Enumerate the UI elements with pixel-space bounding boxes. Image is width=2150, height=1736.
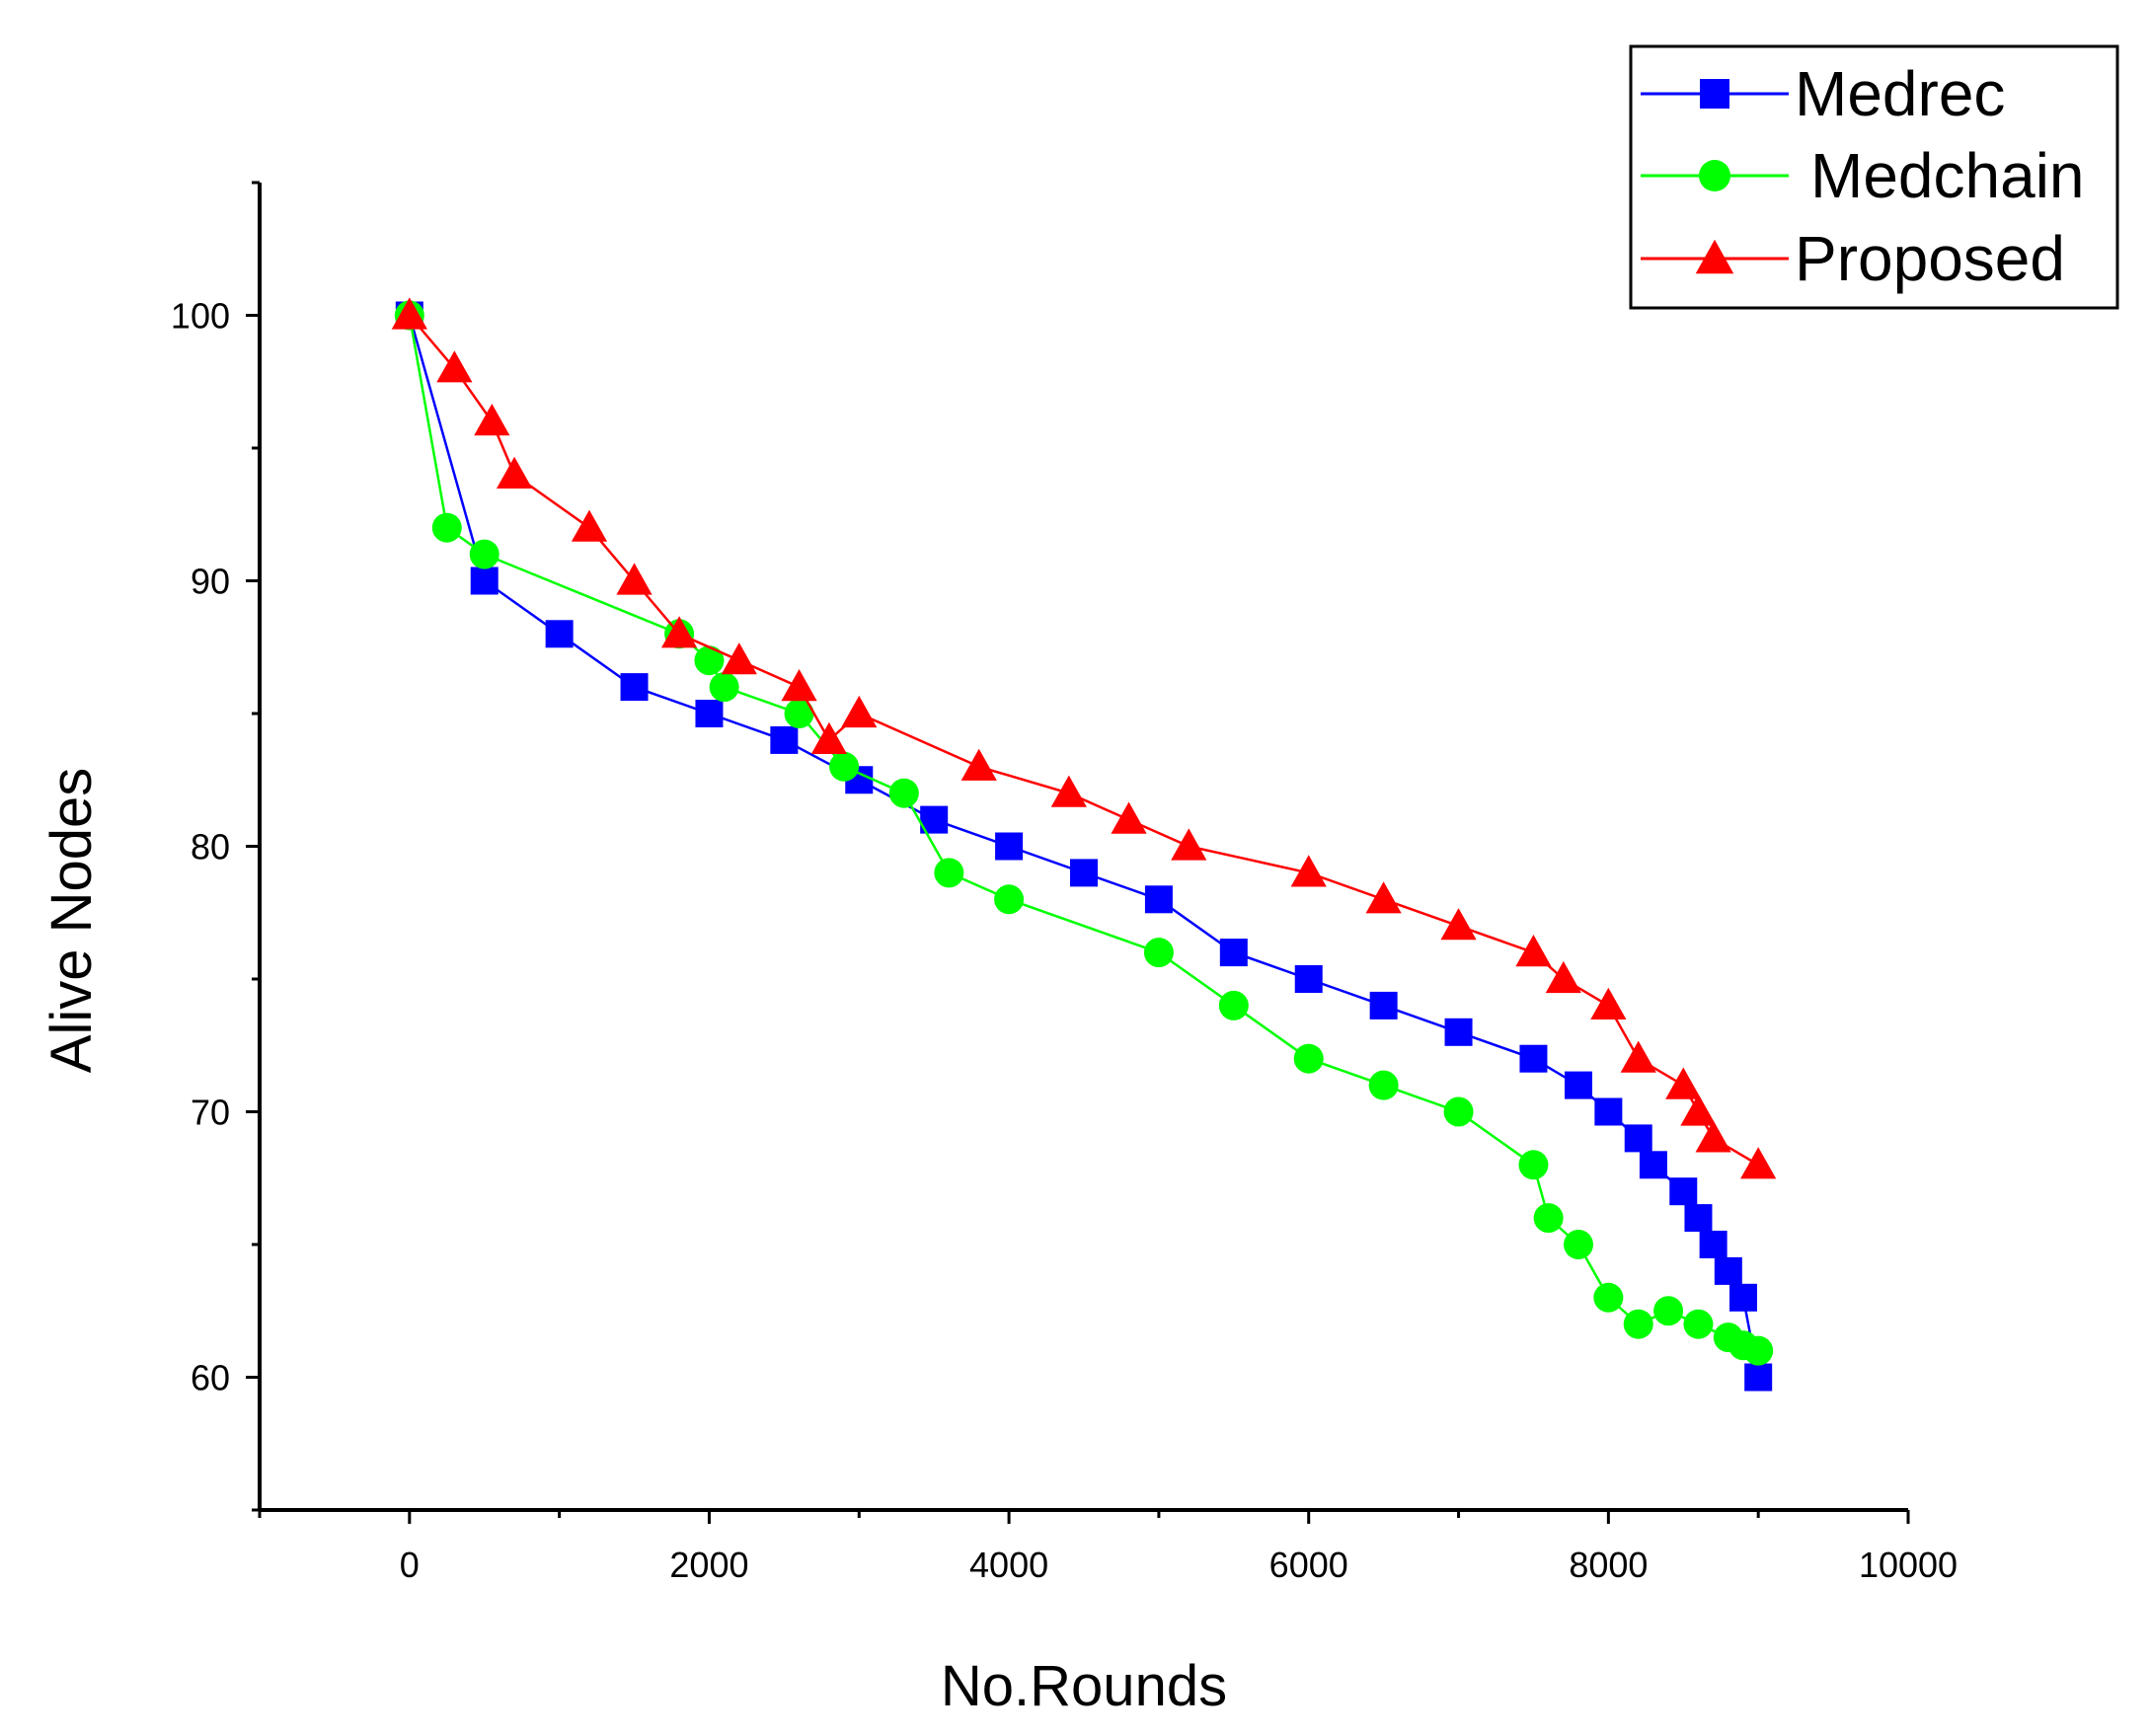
proposed-point	[960, 748, 997, 781]
y-axis-title: Alive Nodes	[39, 768, 104, 1073]
medrec-point	[695, 700, 724, 727]
medchain-point	[1743, 1335, 1774, 1366]
medrec-point	[1699, 1231, 1728, 1258]
x-axis-title: No.Rounds	[941, 1654, 1227, 1718]
medchain-point	[1564, 1230, 1593, 1259]
medrec-point	[1070, 859, 1098, 887]
proposed-point	[1365, 881, 1402, 914]
legend-marker-medchain	[1699, 160, 1730, 191]
medchain-point	[709, 672, 739, 703]
medchain-point	[694, 645, 725, 676]
proposed-point	[571, 509, 608, 542]
y-tick-label: 100	[171, 296, 230, 337]
proposed-point	[1515, 935, 1552, 967]
x-tick-label: 6000	[1269, 1545, 1348, 1585]
medrec-point	[1144, 885, 1173, 914]
proposed-point	[1665, 1067, 1702, 1099]
x-tick-label: 4000	[969, 1545, 1048, 1585]
proposed-point	[781, 669, 817, 702]
medchain-point	[431, 512, 462, 543]
medchain-point	[888, 778, 919, 808]
proposed-point	[1740, 1147, 1777, 1179]
medchain-point	[1293, 1043, 1324, 1074]
medrec-point	[620, 673, 649, 702]
medchain-point	[1143, 938, 1174, 968]
medrec-point	[1744, 1363, 1773, 1392]
medchain-point	[469, 539, 499, 569]
medrec-point	[770, 725, 799, 754]
medchain-point	[1683, 1309, 1714, 1339]
legend: Medrec Medchain Proposed	[1629, 44, 2119, 310]
medrec-point	[1294, 965, 1323, 993]
proposed-point	[1590, 987, 1627, 1019]
medrec-point	[470, 566, 499, 595]
x-tick-label: 2000	[669, 1545, 748, 1585]
medchain-point	[1368, 1070, 1399, 1100]
medrec-point	[1714, 1256, 1742, 1285]
medchain-point	[1218, 990, 1249, 1020]
legend-marker-proposed	[1695, 239, 1734, 274]
proposed-point	[1545, 960, 1581, 994]
medchain-line	[408, 315, 1759, 1352]
y-tick-label: 70	[191, 1093, 230, 1133]
proposed-point	[1680, 1094, 1717, 1126]
y-tick-label: 90	[191, 562, 230, 602]
axes: 60 70 80 90 100 0 2000 4000 6000 8000 10000 No.Roun…	[39, 181, 1958, 1718]
medchain-point	[1533, 1203, 1564, 1234]
y-tick-label: 80	[191, 827, 230, 868]
medrec-point	[1684, 1204, 1713, 1233]
medrec-point	[1444, 1018, 1473, 1046]
series-medrec	[395, 301, 1773, 1392]
legend-label-proposed: Proposed	[1795, 223, 2065, 294]
proposed-point	[1620, 1040, 1656, 1073]
medchain-point	[1593, 1282, 1624, 1313]
series-medchain	[394, 300, 1774, 1366]
legend-label-medchain: Medchain	[1810, 140, 2085, 211]
medchain-point	[1518, 1150, 1549, 1180]
proposed-point	[1695, 1120, 1731, 1153]
proposed-point	[1111, 801, 1147, 834]
series-layer	[391, 297, 1777, 1392]
medrec-point	[1219, 939, 1248, 967]
medchain-point	[934, 858, 964, 888]
medrec-point	[1669, 1177, 1698, 1206]
medrec-point	[1729, 1283, 1757, 1312]
legend-label-medrec: Medrec	[1795, 58, 2005, 129]
medchain-point	[829, 751, 860, 782]
medrec-point	[1565, 1071, 1592, 1099]
x-tick-label: 10000	[1859, 1545, 1958, 1585]
medrec-point	[545, 620, 574, 648]
medrec-point	[1639, 1151, 1667, 1179]
medchain-point	[994, 884, 1025, 915]
proposed-point	[841, 695, 878, 728]
proposed-point	[496, 456, 533, 489]
medchain-point	[1443, 1096, 1474, 1127]
y-tick-label: 60	[191, 1358, 230, 1398]
medrec-point	[1519, 1044, 1548, 1073]
proposed-point	[391, 297, 427, 330]
proposed-point	[474, 404, 510, 436]
series-proposed	[391, 297, 1777, 1179]
proposed-point	[660, 616, 698, 648]
proposed-point	[1171, 828, 1207, 861]
medchain-point	[784, 699, 814, 728]
proposed-point	[1290, 855, 1327, 887]
proposed-point	[1440, 908, 1477, 941]
x-tick-label: 0	[400, 1545, 420, 1585]
medchain-point	[1653, 1296, 1684, 1326]
legend-marker-medrec	[1700, 79, 1729, 109]
medchain-point	[1623, 1309, 1653, 1339]
medrec-point	[1624, 1124, 1652, 1153]
proposed-line	[408, 314, 1759, 1167]
proposed-point	[810, 721, 848, 754]
proposed-point	[616, 563, 653, 595]
x-tick-label: 8000	[1569, 1545, 1648, 1585]
medrec-point	[1369, 991, 1398, 1019]
proposed-point	[1050, 775, 1087, 807]
medrec-point	[1594, 1097, 1623, 1126]
medrec-point	[995, 832, 1024, 861]
proposed-point	[436, 350, 473, 383]
proposed-point	[721, 642, 757, 675]
